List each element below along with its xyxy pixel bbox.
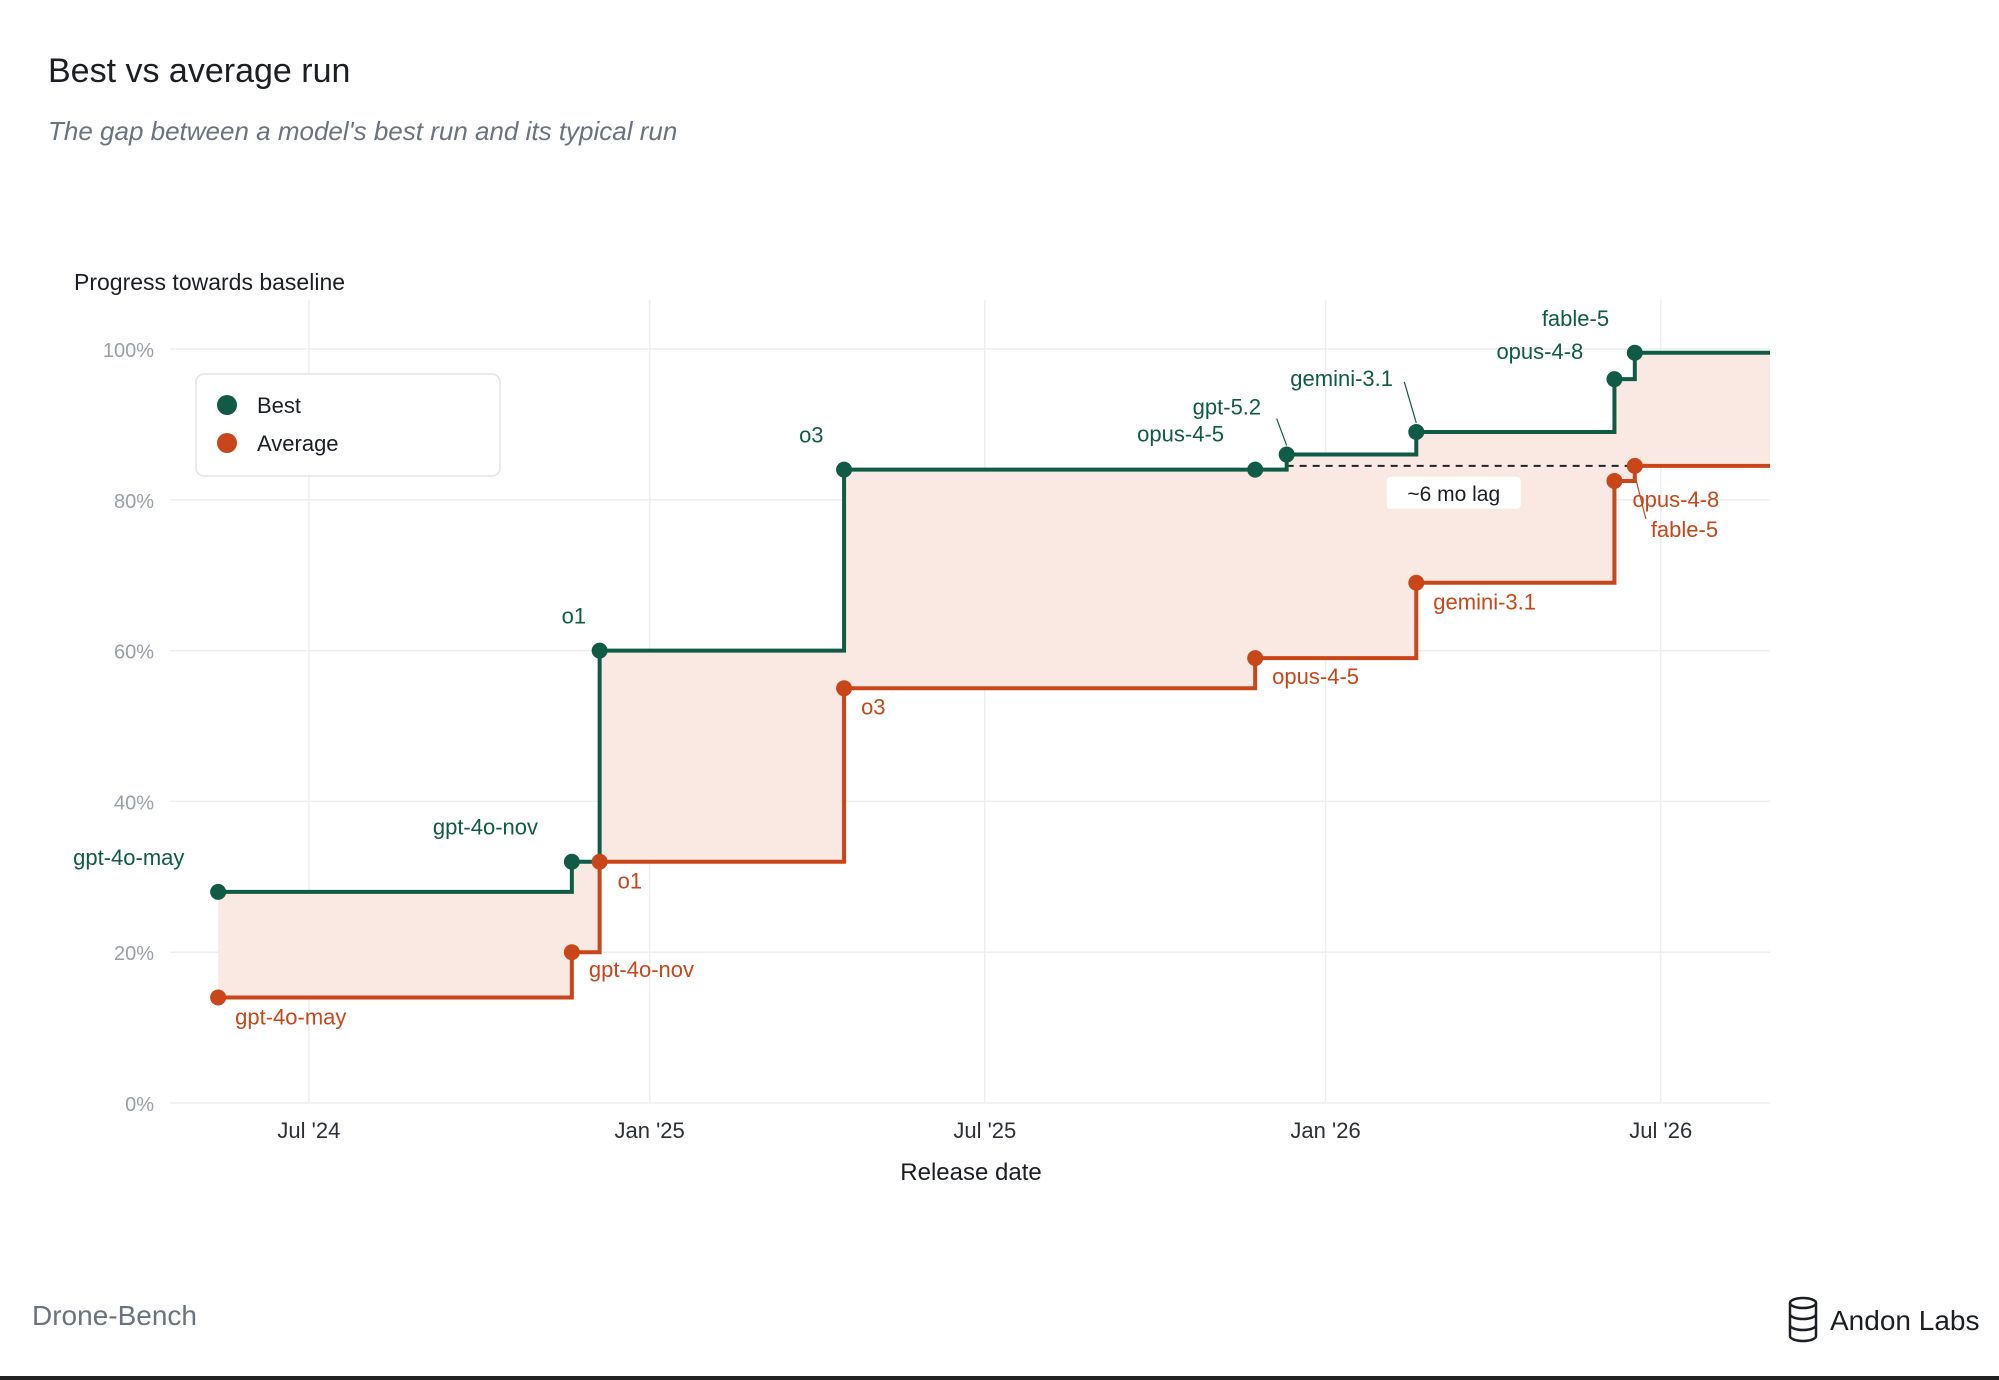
average-point (563, 944, 580, 961)
x-tick-label: Jul '26 (1629, 1118, 1692, 1143)
best-point (1606, 371, 1623, 388)
best-point-label: opus-4-5 (1137, 422, 1224, 447)
best-point-label: gpt-4o-nov (433, 815, 538, 840)
x-tick-label: Jul '24 (277, 1118, 340, 1143)
x-tick-label: Jan '25 (614, 1118, 684, 1143)
legend-marker (217, 433, 237, 453)
best-point (1247, 461, 1264, 478)
gap-area (218, 352, 1770, 998)
average-point-label: fable-5 (1651, 517, 1718, 542)
best-point (1626, 344, 1643, 361)
label-leader-line (1276, 418, 1288, 446)
average-point (1606, 472, 1623, 489)
axes: Progress towards baseline Release date 0% 2… (74, 269, 1692, 1186)
average-point (1626, 457, 1643, 474)
best-point-label: gemini-3.1 (1290, 366, 1393, 391)
best-point (591, 642, 608, 659)
lag-annotation: ~6 mo lag (1286, 464, 1635, 509)
label-leader-line (1634, 474, 1647, 520)
chart-title: Best vs average run (48, 52, 351, 90)
chart-subtitle: The gap between a model's best run and i… (48, 116, 678, 146)
average-point (591, 853, 608, 870)
average-point-label: gpt-4o-nov (589, 957, 694, 982)
y-tick-label: 20% (114, 943, 154, 965)
lag-label-box (1386, 476, 1521, 509)
y-tick-label: 0% (125, 1094, 154, 1116)
benchmark-name: Drone-Bench (32, 1300, 197, 1331)
x-tick-label: Jan '26 (1290, 1118, 1360, 1143)
y-tick-label: 40% (114, 792, 154, 814)
lag-label: ~6 mo lag (1407, 483, 1500, 506)
best-point (836, 461, 853, 478)
average-point (836, 680, 853, 697)
y-tick-label: 80% (114, 491, 154, 513)
best-point (1408, 423, 1425, 440)
average-point-label: o1 (618, 869, 642, 894)
best-point (1278, 446, 1295, 463)
best-point-label: o1 (562, 604, 586, 629)
x-axis-title: Release date (900, 1159, 1041, 1186)
y-axis-title: Progress towards baseline (74, 269, 345, 295)
average-point-label: opus-4-5 (1272, 664, 1359, 689)
label-leader-line (1403, 381, 1417, 424)
best-point-label: opus-4-8 (1496, 339, 1583, 364)
average-point (1408, 574, 1425, 591)
average-series-line (218, 463, 1770, 1000)
legend-box (195, 373, 501, 477)
best-point (210, 883, 227, 900)
brand-name: Andon Labs (1830, 1305, 1980, 1336)
average-point-label: gpt-4o-may (235, 1004, 346, 1029)
legend: Best Average (195, 373, 501, 477)
andon-logo-icon (1788, 1296, 1818, 1343)
best-point-label: fable-5 (1542, 306, 1609, 331)
average-point-label: gemini-3.1 (1433, 590, 1536, 615)
y-tick-label: 60% (114, 642, 154, 664)
gap-fill-area (218, 352, 1770, 998)
step-chart: Progress towards baseline Release date 0% 2… (73, 269, 1770, 1186)
average-point (210, 989, 227, 1006)
best-point (563, 853, 580, 870)
bottom-rule (0, 1376, 1999, 1380)
y-tick-label: 100% (103, 340, 154, 362)
best-point-label: gpt-4o-may (73, 845, 184, 870)
legend-marker (217, 395, 237, 415)
brand: Andon Labs (1786, 1296, 1979, 1346)
legend-label: Best (257, 393, 301, 418)
average-point-label: opus-4-8 (1632, 487, 1719, 512)
legend-label: Average (257, 431, 339, 456)
x-tick-label: Jul '25 (953, 1118, 1016, 1143)
series (210, 344, 1770, 1006)
average-point (1247, 650, 1264, 667)
average-point-label: o3 (861, 694, 885, 719)
best-point-label: gpt-5.2 (1193, 395, 1262, 420)
best-point-label: o3 (799, 423, 823, 448)
